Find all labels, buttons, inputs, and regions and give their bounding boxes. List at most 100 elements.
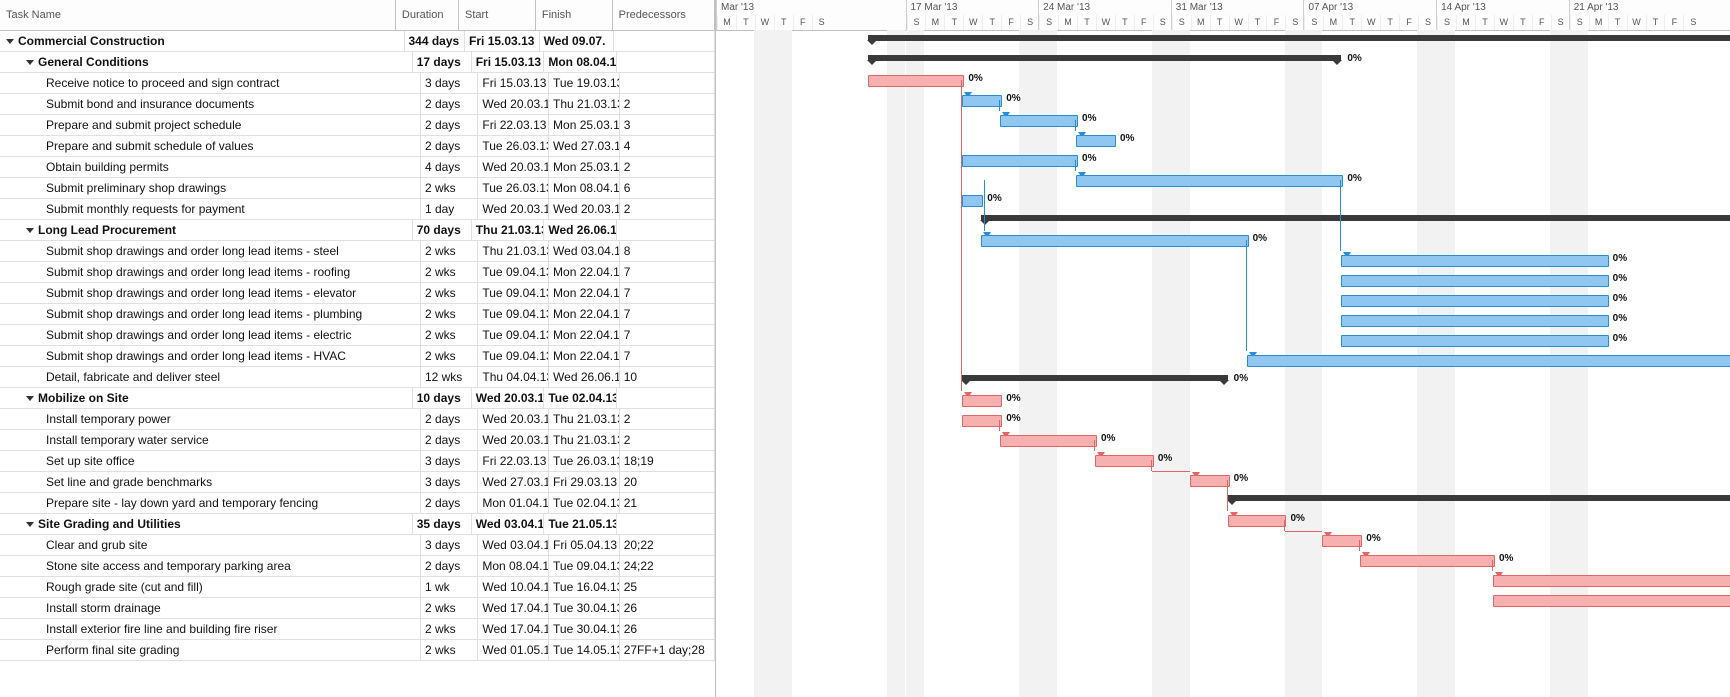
- task-bar[interactable]: [962, 195, 983, 207]
- cell-predecessors[interactable]: [614, 31, 715, 51]
- cell-duration[interactable]: 70 days: [413, 220, 472, 240]
- cell-start[interactable]: Wed 17.04.1: [478, 619, 549, 639]
- task-bar[interactable]: [1000, 435, 1097, 447]
- cell-predecessors[interactable]: 25: [620, 577, 715, 597]
- cell-start[interactable]: Mon 01.04.1: [478, 493, 549, 513]
- expand-tri-icon[interactable]: [6, 39, 14, 44]
- cell-predecessors[interactable]: 27FF+1 day;28: [620, 640, 715, 660]
- cell-predecessors[interactable]: 6: [620, 178, 715, 198]
- cell-task-name[interactable]: Prepare and submit schedule of values: [0, 136, 421, 156]
- table-row[interactable]: Submit monthly requests for payment1 day…: [0, 199, 715, 220]
- cell-task-name[interactable]: Submit shop drawings and order long lead…: [0, 241, 421, 261]
- task-bar[interactable]: [962, 155, 1078, 167]
- cell-predecessors[interactable]: 2: [620, 94, 715, 114]
- table-row[interactable]: Install temporary water service2 daysWed…: [0, 430, 715, 451]
- cell-start[interactable]: Fri 15.03.13: [478, 73, 549, 93]
- cell-predecessors[interactable]: [617, 220, 715, 240]
- cell-task-name[interactable]: Obtain building permits: [0, 157, 421, 177]
- expand-tri-icon[interactable]: [26, 60, 34, 65]
- table-row[interactable]: Mobilize on Site10 daysWed 20.03.1Tue 02…: [0, 388, 715, 409]
- table-row[interactable]: Set up site office3 daysFri 22.03.13Tue …: [0, 451, 715, 472]
- cell-start[interactable]: Wed 01.05.1: [478, 640, 549, 660]
- task-bar[interactable]: [962, 95, 1002, 107]
- task-bar[interactable]: [1493, 575, 1730, 587]
- cell-duration[interactable]: 12 wks: [421, 367, 478, 387]
- cell-finish[interactable]: Mon 25.03.1: [549, 115, 620, 135]
- gantt-row[interactable]: 0%: [716, 510, 1730, 530]
- table-row[interactable]: Submit shop drawings and order long lead…: [0, 304, 715, 325]
- cell-duration[interactable]: 2 wks: [421, 304, 478, 324]
- cell-predecessors[interactable]: 2: [620, 430, 715, 450]
- cell-finish[interactable]: Wed 09.07.: [540, 31, 615, 51]
- cell-start[interactable]: Thu 21.03.13: [478, 241, 549, 261]
- cell-duration[interactable]: 2 days: [421, 94, 478, 114]
- gantt-row[interactable]: 0%: [716, 530, 1730, 550]
- task-bar[interactable]: [1247, 355, 1730, 367]
- gantt-row[interactable]: [716, 590, 1730, 610]
- cell-start[interactable]: Fri 22.03.13: [478, 451, 549, 471]
- gantt-row[interactable]: 0%: [716, 90, 1730, 110]
- cell-task-name[interactable]: Submit shop drawings and order long lead…: [0, 262, 421, 282]
- cell-task-name[interactable]: Site Grading and Utilities: [0, 514, 413, 534]
- cell-finish[interactable]: Fri 05.04.13: [549, 535, 620, 555]
- cell-duration[interactable]: 2 wks: [421, 619, 478, 639]
- cell-predecessors[interactable]: 7: [620, 262, 715, 282]
- cell-task-name[interactable]: Submit preliminary shop drawings: [0, 178, 421, 198]
- task-bar[interactable]: [1076, 135, 1116, 147]
- cell-predecessors[interactable]: 3: [620, 115, 715, 135]
- gantt-row[interactable]: 0%: [716, 330, 1730, 350]
- cell-duration[interactable]: 2 days: [421, 136, 478, 156]
- gantt-row[interactable]: [716, 610, 1730, 630]
- table-row[interactable]: Submit shop drawings and order long lead…: [0, 241, 715, 262]
- cell-start[interactable]: Tue 09.04.13: [478, 325, 549, 345]
- cell-task-name[interactable]: Install temporary power: [0, 409, 421, 429]
- table-row[interactable]: Submit shop drawings and order long lead…: [0, 283, 715, 304]
- gantt-row[interactable]: 0%: [716, 190, 1730, 210]
- cell-task-name[interactable]: Prepare site - lay down yard and tempora…: [0, 493, 421, 513]
- cell-finish[interactable]: Tue 16.04.13: [549, 577, 620, 597]
- task-bar[interactable]: [1190, 475, 1230, 487]
- cell-duration[interactable]: 2 wks: [421, 325, 478, 345]
- gantt-row[interactable]: [716, 490, 1730, 510]
- cell-start[interactable]: Tue 26.03.13: [478, 136, 549, 156]
- cell-predecessors[interactable]: 24;22: [620, 556, 715, 576]
- cell-finish[interactable]: Wed 20.03.1: [549, 199, 620, 219]
- cell-duration[interactable]: 2 days: [421, 493, 478, 513]
- cell-duration[interactable]: 2 days: [421, 115, 478, 135]
- cell-predecessors[interactable]: 4: [620, 136, 715, 156]
- table-row[interactable]: Install temporary power2 daysWed 20.03.1…: [0, 409, 715, 430]
- table-row[interactable]: Submit shop drawings and order long lead…: [0, 325, 715, 346]
- task-bar[interactable]: [962, 395, 1002, 407]
- cell-start[interactable]: Fri 22.03.13: [478, 115, 549, 135]
- cell-predecessors[interactable]: 21: [620, 493, 715, 513]
- cell-start[interactable]: Tue 09.04.13: [478, 346, 549, 366]
- gantt-row[interactable]: 0%: [716, 430, 1730, 450]
- task-bar[interactable]: [1341, 335, 1608, 347]
- cell-duration[interactable]: 2 wks: [421, 346, 478, 366]
- cell-task-name[interactable]: Install storm drainage: [0, 598, 421, 618]
- table-row[interactable]: Obtain building permits4 daysWed 20.03.1…: [0, 157, 715, 178]
- cell-start[interactable]: Mon 08.04.1: [478, 556, 549, 576]
- task-bar[interactable]: [1360, 555, 1495, 567]
- summary-bar[interactable]: [981, 215, 1730, 221]
- cell-predecessors[interactable]: 26: [620, 598, 715, 618]
- task-bar[interactable]: [1341, 295, 1608, 307]
- task-bar[interactable]: [1095, 455, 1154, 467]
- gantt-row[interactable]: 0%: [716, 470, 1730, 490]
- gantt-pane[interactable]: Mar '13MTWTFS17 Mar '13SMTWTFS24 Mar '13…: [716, 0, 1730, 697]
- table-row[interactable]: Submit preliminary shop drawings2 wksTue…: [0, 178, 715, 199]
- task-bar[interactable]: [981, 235, 1248, 247]
- cell-finish[interactable]: Tue 26.03.13: [549, 451, 620, 471]
- cell-finish[interactable]: Mon 22.04.1: [549, 304, 620, 324]
- summary-bar[interactable]: [962, 375, 1227, 381]
- gantt-row[interactable]: 0%: [716, 110, 1730, 130]
- gantt-row[interactable]: 0%: [716, 310, 1730, 330]
- cell-predecessors[interactable]: 7: [620, 304, 715, 324]
- cell-finish[interactable]: Wed 03.04.1: [549, 241, 620, 261]
- cell-task-name[interactable]: Install temporary water service: [0, 430, 421, 450]
- cell-start[interactable]: Wed 20.03.1: [478, 199, 549, 219]
- table-row[interactable]: Rough grade site (cut and fill)1 wkWed 1…: [0, 577, 715, 598]
- cell-task-name[interactable]: Commercial Construction: [0, 31, 405, 51]
- cell-task-name[interactable]: Set up site office: [0, 451, 421, 471]
- cell-finish[interactable]: Mon 22.04.1: [549, 262, 620, 282]
